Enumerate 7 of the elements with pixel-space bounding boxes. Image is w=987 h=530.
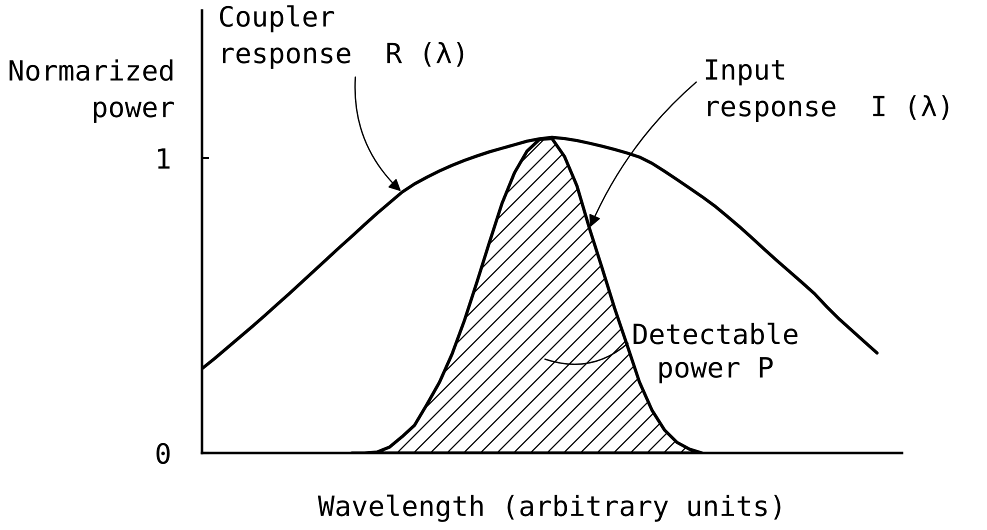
y-tick-label: 1	[158, 148, 170, 169]
annotation: Detectable power P	[634, 322, 798, 384]
y-axis-title: Normarized power	[10, 59, 174, 123]
y-tick-label: 0	[156, 443, 170, 464]
x-axis-title: Wavelength (arbitrary units)	[318, 494, 780, 522]
text: Input response I (λ)	[706, 59, 948, 122]
text: Coupler response R (λ)	[220, 5, 464, 69]
